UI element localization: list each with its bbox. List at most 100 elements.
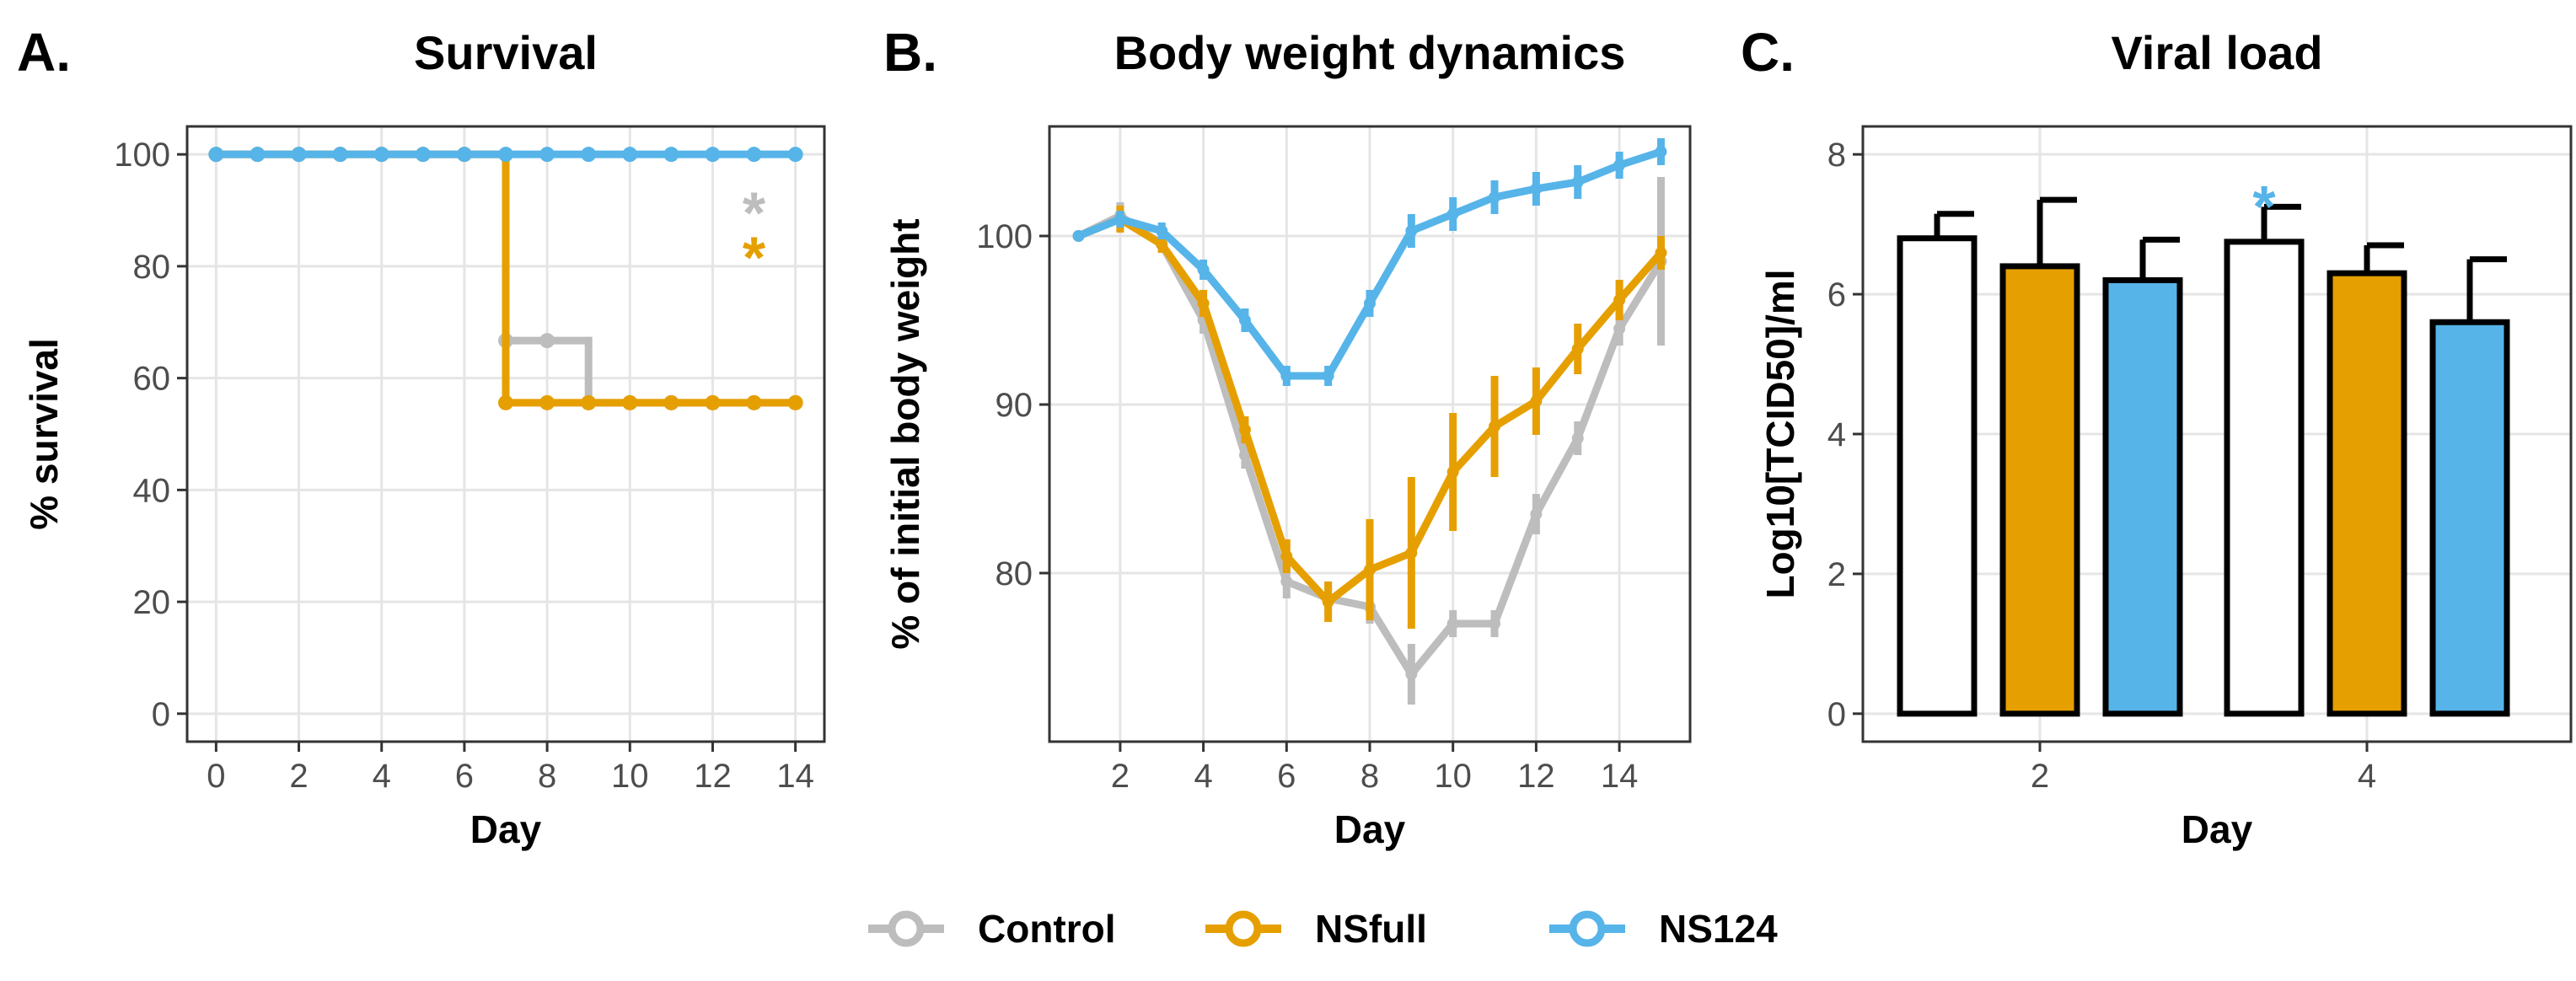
x-tick-label: 2: [289, 758, 308, 795]
legend-marker: [1225, 910, 1262, 947]
data-point-control: [1613, 323, 1626, 335]
viral-load-panel: 0 2 4 6 8 2 4 Viral load C. Day Log10[TCID50]/ml *: [1741, 22, 2573, 851]
data-point-nsfull: [746, 394, 762, 410]
data-point-nsfull: [539, 394, 555, 410]
data-point-ns124: [787, 147, 803, 163]
y-axis-label: % of initial body weight: [883, 218, 927, 649]
y-tick-label: 0: [152, 696, 170, 733]
data-point-nsfull: [1156, 239, 1168, 250]
data-point-nsfull: [1613, 294, 1626, 306]
x-tick-label: 2: [2031, 758, 2049, 795]
x-tick-label: 12: [1517, 758, 1555, 795]
data-point-control: [1405, 668, 1418, 680]
y-tick-label: 60: [133, 361, 171, 398]
significance-star: *: [2252, 174, 2276, 239]
legend-item-nsfull: NSfull: [1205, 907, 1427, 951]
legend-item-control: Control: [868, 907, 1116, 951]
x-tick-label: 2: [1111, 758, 1130, 795]
data-point-nsfull: [1280, 550, 1293, 562]
y-tick-label: 6: [1827, 276, 1846, 314]
data-point-nsfull: [1489, 421, 1501, 432]
bar-nsfull: [1999, 263, 2080, 717]
bar-ns124: [2429, 319, 2510, 717]
data-point-nsfull: [1364, 564, 1376, 576]
data-point-ns124: [1114, 213, 1126, 225]
data-point-ns124: [1156, 225, 1168, 237]
gridlines: [1049, 126, 1690, 742]
data-point-nsfull: [498, 394, 513, 410]
legend-marker: [1569, 910, 1606, 947]
y-tick-label: 40: [133, 472, 171, 509]
panel-label: B.: [883, 22, 937, 83]
y-tick-label: 80: [996, 555, 1033, 592]
y-axis-label: % survival: [22, 338, 66, 530]
legend-item-ns124: NS124: [1549, 907, 1778, 951]
x-tick-label: 14: [1601, 758, 1639, 795]
panel-label: A.: [17, 22, 71, 83]
data-point-control: [1238, 449, 1251, 461]
panel-title: Body weight dynamics: [1114, 26, 1626, 79]
series-line-nsfull: [216, 150, 796, 407]
body-weight-panel: 80 90 100 2 4 6 8 10 12 14 Body weight dynamics B. D…: [883, 22, 1692, 851]
legend: Control NSfull NS124: [868, 907, 1778, 951]
y-tick-label: 90: [996, 387, 1033, 424]
x-tick-label: 12: [694, 758, 732, 795]
x-tick-label: 10: [611, 758, 649, 795]
x-tick-label: 6: [1277, 758, 1296, 795]
x-tick-label: 14: [776, 758, 814, 795]
data-point-nsfull: [1322, 596, 1334, 608]
x-tick-label: 4: [1194, 758, 1212, 795]
data-point-nsfull: [581, 394, 597, 410]
data-point-nsfull: [622, 394, 638, 410]
data-point-ns124: [415, 147, 431, 163]
significance-star: *: [743, 180, 766, 245]
data-point-ns124: [250, 147, 266, 163]
data-point-ns124: [1530, 183, 1543, 195]
data-point-ns124: [1405, 225, 1418, 237]
x-tick-label: 4: [2358, 758, 2376, 795]
x-tick-label: 8: [538, 758, 556, 795]
y-tick-label: 2: [1827, 556, 1846, 593]
x-tick-label: 10: [1434, 758, 1472, 795]
data-point-nsfull: [1571, 343, 1584, 355]
bar-nsfull: [2326, 270, 2407, 717]
data-point-nsfull: [1197, 298, 1210, 309]
data-point-ns124: [1197, 264, 1210, 276]
x-axis-label: Day: [470, 807, 542, 851]
legend-label: NSfull: [1315, 907, 1427, 951]
data-point-control: [539, 333, 555, 349]
y-axis-label: Log10[TCID50]/ml: [1758, 269, 1802, 598]
data-point-control: [1571, 432, 1584, 444]
data-point-ns124: [663, 147, 679, 163]
data-point-ns124: [1613, 159, 1626, 171]
x-tick-label: 0: [207, 758, 225, 795]
y-tick-label: 80: [133, 249, 171, 286]
y-tick-label: 20: [133, 584, 171, 621]
data-point-ns124: [373, 147, 389, 163]
y-tick-label: 0: [1827, 696, 1846, 733]
data-point-ns124: [1238, 314, 1251, 326]
data-point-ns124: [332, 147, 348, 163]
data-point-ns124: [208, 147, 224, 163]
bar-control: [1897, 235, 1978, 717]
data-point-ns124: [1322, 370, 1334, 382]
panel-title: Viral load: [2111, 26, 2322, 79]
plot-frame: [185, 125, 826, 743]
data-point-nsfull: [705, 394, 721, 410]
y-tick-label: 8: [1827, 137, 1846, 174]
y-tick-label: 100: [976, 218, 1033, 255]
data-point-nsfull: [1405, 547, 1418, 559]
data-point-ns124: [622, 147, 638, 163]
data-point-ns124: [1280, 370, 1293, 382]
data-point-ns124: [291, 147, 307, 163]
data-point-ns124: [1655, 146, 1667, 158]
panel-title: Survival: [414, 26, 598, 79]
data-point-nsfull: [1530, 395, 1543, 407]
data-point-ns124: [1072, 230, 1085, 242]
legend-label: NS124: [1659, 907, 1778, 951]
legend-label: Control: [978, 907, 1116, 951]
x-tick-label: 8: [1360, 758, 1379, 795]
data-point-nsfull: [663, 394, 679, 410]
data-point-ns124: [705, 147, 721, 163]
